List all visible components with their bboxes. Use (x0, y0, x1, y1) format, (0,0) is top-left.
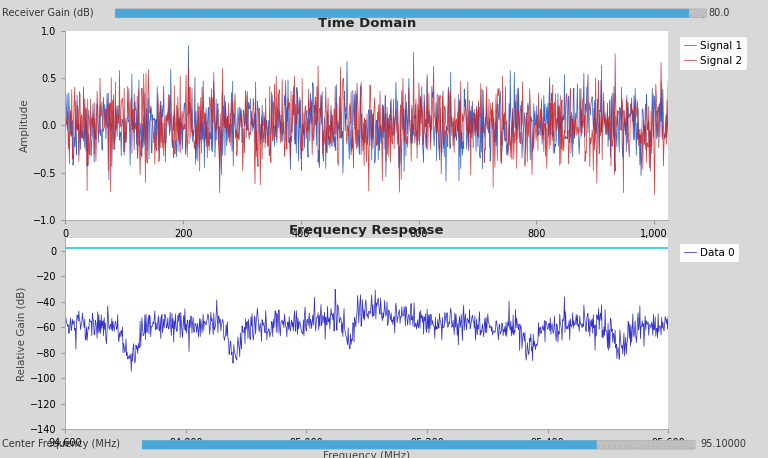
Legend: Signal 1, Signal 2: Signal 1, Signal 2 (680, 36, 746, 70)
Signal 2 (664, 123, 673, 128)
Data 0 (127, 369, 136, 374)
Signal 1 (354, 141, 363, 147)
Signal 2 (650, 192, 659, 197)
Line: Signal 1: Signal 1 (65, 45, 668, 193)
Signal 1 (664, 78, 673, 84)
Signal 1 (61, 112, 70, 118)
Data 0 (330, 287, 339, 292)
Signal 2 (61, 83, 70, 89)
Text: Receiver Gain (dB): Receiver Gain (dB) (2, 8, 94, 18)
X-axis label: Frequency (MHz): Frequency (MHz) (323, 451, 410, 458)
Signal 1 (297, 135, 306, 141)
FancyBboxPatch shape (142, 440, 597, 449)
Data 0 (257, 327, 266, 333)
Text: Center Frequency (MHz): Center Frequency (MHz) (2, 439, 121, 449)
Title: Frequency Response: Frequency Response (290, 224, 444, 237)
FancyBboxPatch shape (115, 9, 707, 18)
Signal 2 (256, 182, 265, 187)
Signal 1 (543, 101, 552, 106)
Signal 2 (543, 135, 552, 141)
FancyBboxPatch shape (115, 9, 689, 18)
Text: 80.0: 80.0 (708, 8, 730, 18)
X-axis label: Time (μs): Time (μs) (343, 242, 391, 251)
Signal 2 (353, 95, 362, 100)
Data 0 (296, 326, 306, 332)
Signal 2 (574, 129, 584, 134)
Data 0 (61, 323, 70, 329)
Title: Time Domain: Time Domain (318, 17, 415, 30)
Signal 1 (215, 190, 224, 196)
Y-axis label: Amplitude: Amplitude (20, 98, 30, 153)
Legend: Data 0: Data 0 (680, 243, 739, 262)
Y-axis label: Relative Gain (dB): Relative Gain (dB) (17, 286, 27, 381)
Data 0 (72, 312, 81, 318)
Data 0 (575, 313, 584, 319)
Signal 2 (409, 50, 419, 55)
Signal 1 (575, 138, 584, 143)
Signal 1 (184, 43, 193, 48)
Signal 2 (296, 142, 305, 147)
Text: 95.10000: 95.10000 (700, 439, 746, 449)
Data 0 (543, 327, 552, 332)
Data 0 (664, 314, 673, 319)
Signal 1 (72, 93, 81, 98)
Line: Signal 2: Signal 2 (65, 53, 668, 195)
FancyBboxPatch shape (142, 440, 695, 449)
Data 0 (354, 320, 363, 326)
Signal 1 (257, 137, 266, 142)
Line: Data 0: Data 0 (65, 289, 668, 371)
Signal 2 (72, 127, 81, 132)
